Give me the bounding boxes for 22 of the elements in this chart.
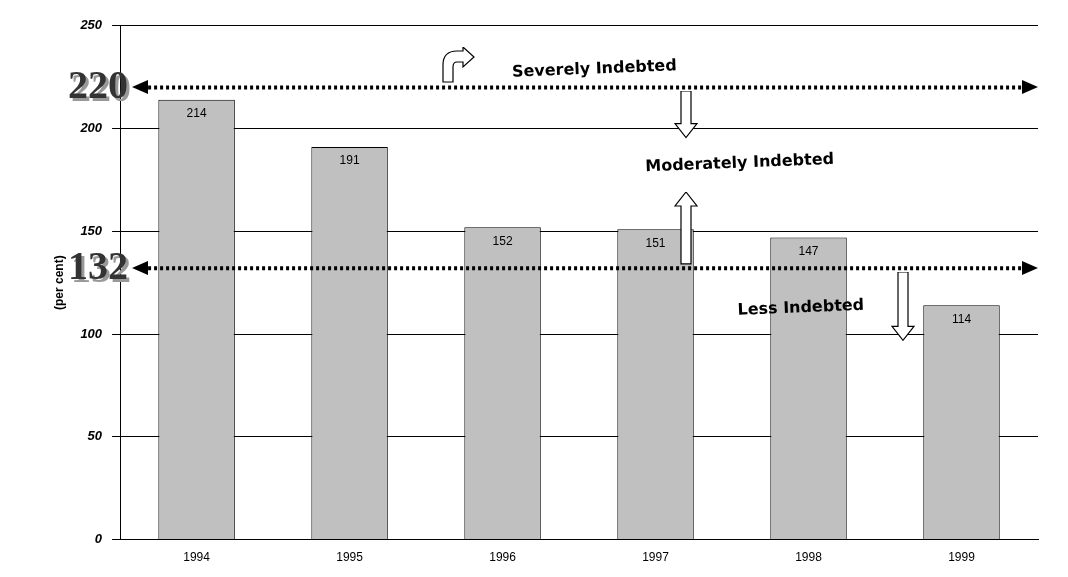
data-label: 191	[339, 153, 360, 168]
x-tick-label: 1999	[948, 550, 976, 565]
data-label: 152	[492, 233, 513, 248]
y-tick-label: 0	[94, 531, 103, 547]
annotation: Moderately Indebted	[644, 148, 835, 176]
annotation: Less Indebted	[737, 294, 865, 319]
annotation: Severely Indebted	[511, 55, 677, 81]
y-tick-label: 200	[79, 120, 103, 136]
x-tick-label: 1997	[642, 550, 670, 565]
y-tick-label: 250	[79, 17, 103, 33]
y-axis-title: (per cent)	[51, 255, 66, 311]
x-tick-label: 1996	[489, 550, 517, 565]
data-label: 114	[951, 311, 972, 326]
y-tick-label: 100	[80, 325, 103, 341]
data-label: 151	[645, 235, 666, 250]
data-label: 147	[798, 243, 819, 258]
x-tick-label: 1998	[795, 550, 823, 565]
data-label: 214	[186, 106, 207, 121]
y-tick-label: 150	[80, 222, 103, 238]
x-tick-label: 1994	[183, 550, 211, 565]
y-tick-label: 50	[87, 428, 103, 444]
x-tick-label: 1995	[336, 550, 364, 565]
